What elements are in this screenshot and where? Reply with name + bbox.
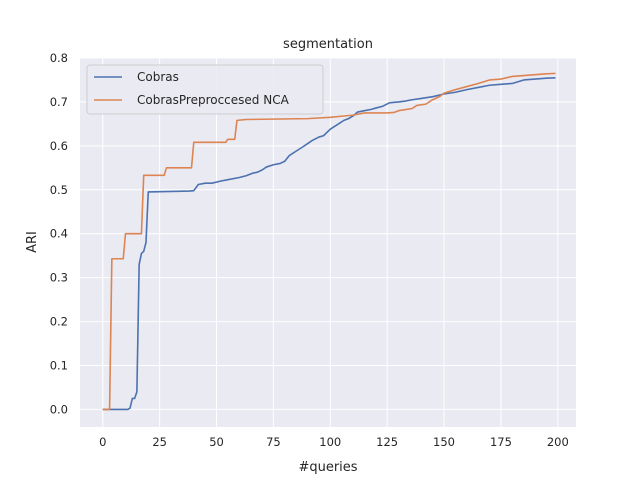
legend-box [86, 64, 324, 115]
y-tick-label: 0.7 [50, 95, 68, 109]
x-tick-label: 0 [99, 435, 106, 449]
y-tick-label: 0.4 [50, 227, 68, 241]
x-tick-label: 125 [376, 435, 398, 449]
x-tick-labels: 0 25 50 75 100 125 150 175 200 [99, 435, 569, 449]
y-tick-label: 0.2 [50, 315, 68, 329]
legend: Cobras CobrasPreproccesed NCA [86, 64, 324, 115]
x-axis-label: #queries [298, 460, 357, 475]
x-tick-label: 75 [266, 435, 281, 449]
y-axis-label: ARI [25, 231, 40, 253]
series-layer [102, 72, 556, 411]
x-tick-label: 150 [433, 435, 455, 449]
y-tick-label: 0.3 [50, 271, 68, 285]
y-tick-labels: 0.0 0.1 0.2 0.3 0.4 0.5 0.6 0.7 0.8 [50, 51, 68, 416]
x-tick-label: 100 [319, 435, 341, 449]
y-tick-label: 0.5 [50, 183, 68, 197]
legend-label-cobras: Cobras [137, 70, 179, 84]
legend-label-nca: CobrasPreproccesed NCA [137, 93, 290, 107]
y-tick-label: 0.8 [50, 51, 68, 65]
y-tick-label: 0.6 [50, 139, 68, 153]
x-tick-label: 25 [152, 435, 167, 449]
y-tick-label: 0.0 [50, 402, 68, 416]
y-tick-label: 0.1 [50, 359, 68, 373]
x-tick-label: 200 [547, 435, 569, 449]
x-tick-label: 50 [209, 435, 224, 449]
x-tick-label: 175 [490, 435, 512, 449]
chart-title: segmentation [283, 37, 373, 52]
grid-lines [80, 57, 576, 427]
series-line-1 [102, 72, 556, 411]
